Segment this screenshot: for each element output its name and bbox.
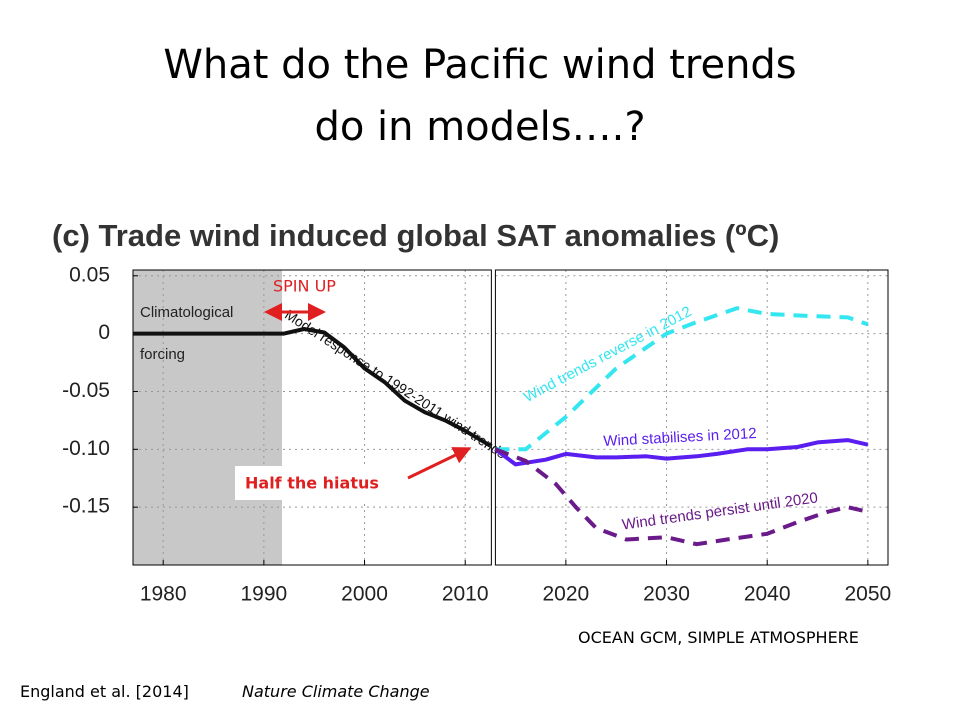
shade-label: forcing [140, 346, 185, 363]
panel-border [132, 269, 492, 566]
series-line [494, 438, 869, 467]
y-tick-label: 0.05 [69, 263, 110, 286]
y-tick-label: -0.05 [62, 379, 110, 402]
x-tick-label: 2050 [845, 583, 892, 606]
shade-label: Climatological [140, 304, 233, 321]
model-note: OCEAN GCM, SIMPLE ATMOSPHERE [578, 628, 859, 647]
x-tick-label: 1990 [241, 583, 288, 606]
y-tick-label: -0.10 [62, 437, 110, 460]
series-line [494, 447, 869, 547]
chart-title: (c) Trade wind induced global SAT anomal… [52, 218, 779, 253]
x-tick-label: 2000 [341, 583, 388, 606]
series-line [495, 306, 869, 452]
y-tick-label: 0 [98, 321, 110, 344]
citation-authors: England et al. [2014] [20, 682, 189, 701]
slide-title: What do the Pacific wind trends [163, 42, 797, 88]
y-tick-label: -0.15 [62, 495, 110, 518]
x-tick-label: 1980 [140, 583, 187, 606]
annotation: SPIN UP [273, 277, 336, 296]
panel-border [494, 269, 889, 566]
shade [133, 270, 282, 565]
citation-journal: Nature Climate Change [242, 682, 430, 701]
x-tick-label: 2020 [543, 583, 590, 606]
hiatus-arrow [407, 447, 472, 480]
slide-title: do in models….? [314, 104, 646, 150]
annotation-box [235, 466, 405, 500]
annotation: Half the hiatus [245, 474, 379, 493]
x-tick-label: 2010 [442, 583, 489, 606]
x-tick-label: 2030 [643, 583, 690, 606]
panel [495, 270, 888, 565]
x-tick-label: 2040 [744, 583, 791, 606]
series-line [133, 327, 492, 448]
